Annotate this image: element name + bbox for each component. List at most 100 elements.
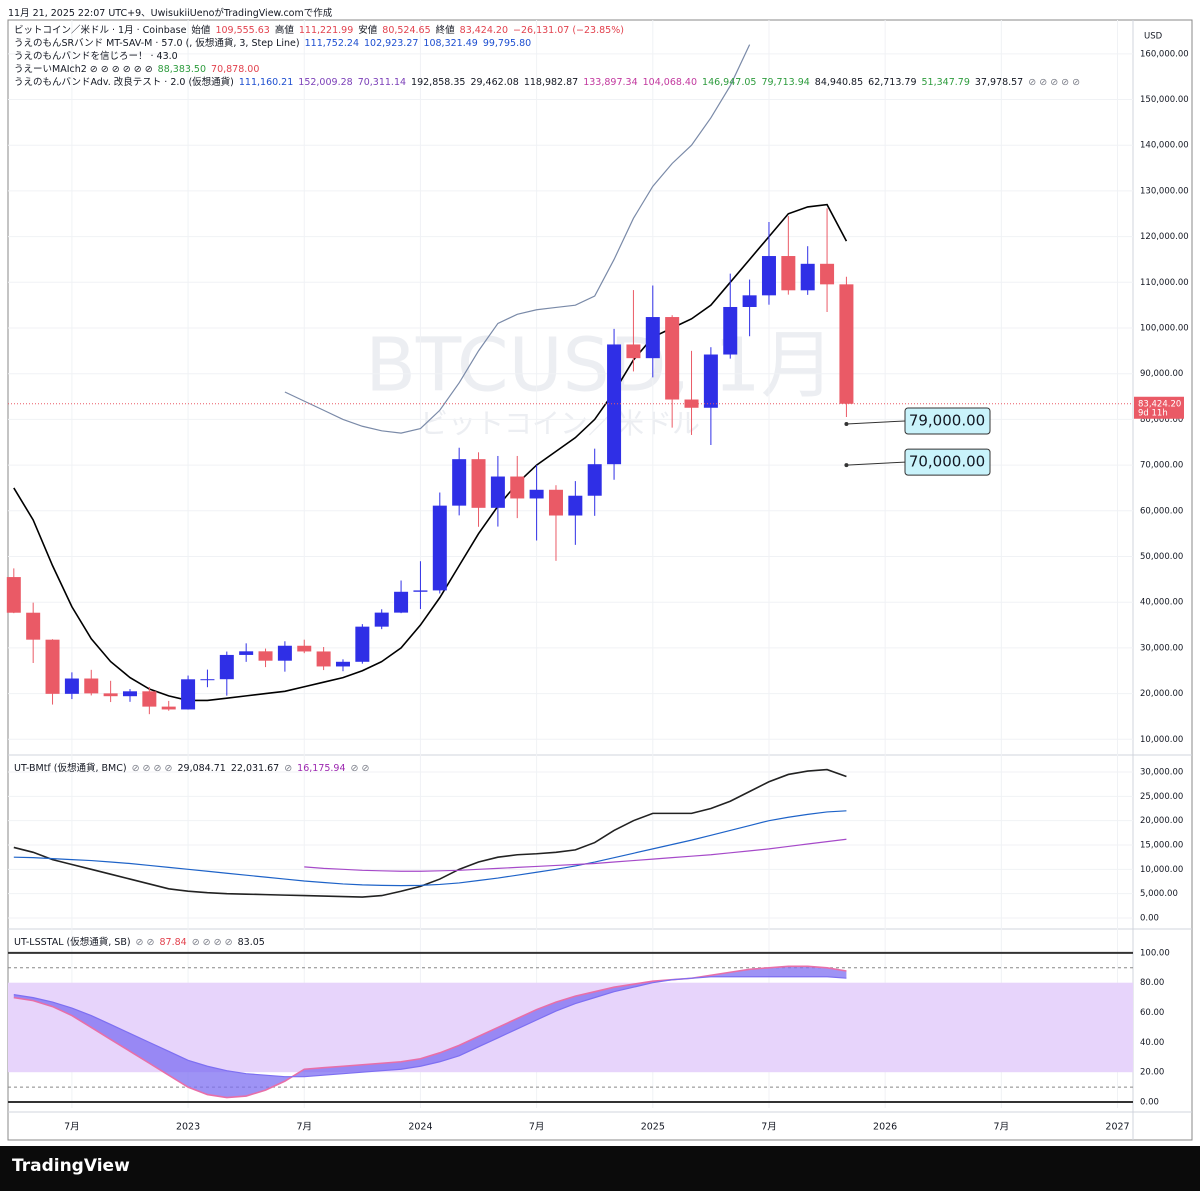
legend-item: 109,555.63 xyxy=(215,25,270,36)
legend-item: ⊘ ⊘ ⊘ ⊘ xyxy=(191,937,233,948)
y-tick-label: 10,000.00 xyxy=(1140,865,1183,875)
series-line xyxy=(13,810,847,887)
y-tick-label: 60.00 xyxy=(1140,1008,1164,1018)
series-line xyxy=(13,768,847,898)
legend-item: 70,311.14 xyxy=(357,77,407,88)
legend-row: うえーいMAIch2 ⊘ ⊘ ⊘ ⊘ ⊘ ⊘ 88,383.50 70,878.00 xyxy=(14,63,1085,76)
legend-item: 111,221.99 xyxy=(298,25,354,36)
y-tick-label: 10,000.00 xyxy=(1140,735,1183,745)
candle-body xyxy=(684,399,699,408)
candle-body xyxy=(394,591,409,613)
y-tick-label: 90,000.00 xyxy=(1140,369,1183,379)
last-price-countdown: 9d 11h xyxy=(1138,408,1168,418)
candle-body xyxy=(181,679,196,710)
legend: UT-BMtf (仮想通貨, BMC) ⊘ ⊘ ⊘ ⊘ 29,084.71 22,03… xyxy=(14,762,374,775)
candle-body xyxy=(490,476,505,508)
legend-item: 83.05 xyxy=(237,937,265,948)
y-tick-label: 20,000.00 xyxy=(1140,816,1183,826)
candle-body xyxy=(142,691,157,707)
y-tick-label: 70,000.00 xyxy=(1140,461,1183,471)
y-tick-label: 80,000.00 xyxy=(1140,415,1183,425)
y-tick-label: 140,000.00 xyxy=(1140,141,1189,151)
legend-item: −26,131.07 (−23.85%) xyxy=(513,25,624,36)
legend-item: 102,923.27 xyxy=(364,38,419,49)
legend-item: 79,713.94 xyxy=(761,77,810,88)
legend-item: 70,878.00 xyxy=(211,64,260,75)
annotation-label: 70,000.00 xyxy=(909,453,985,471)
candle-body xyxy=(219,654,234,680)
legend-item: うえのもんバンドAdv. 改良テスト · 2.0 (仮想通貨) xyxy=(14,77,234,88)
candle-body xyxy=(510,476,525,499)
legend-item: 37,978.57 xyxy=(974,77,1024,88)
y-tick-label: 5,000.00 xyxy=(1140,889,1178,899)
legend-item: 29,462.08 xyxy=(470,77,519,88)
legend-item: うえのもんバンドを信じろー！ · 43.0 xyxy=(14,51,178,62)
legend-item: ⊘ ⊘ xyxy=(350,763,370,774)
y-tick-label: 80.00 xyxy=(1140,978,1164,988)
y-tick-label: 110,000.00 xyxy=(1140,278,1189,288)
y-tick-label: 30,000.00 xyxy=(1140,768,1183,778)
last-price-tag xyxy=(1134,396,1184,419)
y-tick-label: 0.00 xyxy=(1140,1098,1159,1108)
legend-row: うえのもんバンドを信じろー！ · 43.0 xyxy=(14,50,1085,63)
x-tick-label: 7月 xyxy=(64,1122,80,1133)
candle-body xyxy=(471,459,486,508)
candle-body xyxy=(64,678,79,694)
legend-item: 111,160.21 xyxy=(238,77,294,88)
candle-body xyxy=(800,263,815,291)
y-tick-label: 40,000.00 xyxy=(1140,598,1183,608)
x-tick-label: 2026 xyxy=(873,1122,897,1133)
x-tick-label: 2023 xyxy=(176,1122,200,1133)
legend-item: ⊘ ⊘ ⊘ ⊘ ⊘ xyxy=(1028,77,1081,88)
legend-item: 51,347.79 xyxy=(921,77,970,88)
series-line xyxy=(304,838,847,872)
x-tick-label: 2025 xyxy=(641,1122,665,1133)
watermark-sub: ビットコイン／米ドル xyxy=(420,407,700,440)
legend-item: 始値 xyxy=(191,25,211,36)
legend-item: 108,321.49 xyxy=(423,38,478,49)
annotation-label: 79,000.00 xyxy=(909,411,985,429)
candle-body xyxy=(258,651,273,661)
footer: TradingView xyxy=(0,1146,1200,1191)
y-tick-label: 150,000.00 xyxy=(1140,95,1189,105)
candle-body xyxy=(335,661,350,667)
candle-body xyxy=(529,489,544,499)
annotation-point xyxy=(844,463,849,468)
legend-row: うえのもんバンドAdv. 改良テスト · 2.0 (仮想通貨) 111,160.2… xyxy=(14,76,1085,89)
y-tick-label: 100.00 xyxy=(1140,948,1170,958)
legend-item: 83,424.20 xyxy=(459,25,509,36)
y-tick-label: 20.00 xyxy=(1140,1068,1164,1078)
x-tick-label: 7月 xyxy=(296,1122,312,1133)
y-tick-label: 160,000.00 xyxy=(1140,49,1189,59)
x-tick-label: 7月 xyxy=(994,1122,1010,1133)
y-tick-label: 60,000.00 xyxy=(1140,506,1183,516)
legend-item: 22,031.67 xyxy=(230,763,280,774)
annotation-line xyxy=(846,420,906,425)
candle-body xyxy=(355,626,370,662)
candle-body xyxy=(6,577,21,613)
candle-body xyxy=(761,256,776,296)
annotation-box xyxy=(904,448,991,476)
legend-row: UT-LSSTAL (仮想通貨, SB) ⊘ ⊘ 87.84 ⊘ ⊘ ⊘ ⊘ 83.05 xyxy=(14,936,270,949)
y-tick-label: 130,000.00 xyxy=(1140,186,1189,196)
legend-item: 104,068.40 xyxy=(642,77,698,88)
candle-body xyxy=(84,678,99,694)
x-tick-label: 7月 xyxy=(529,1122,545,1133)
legend-item: 111,752.24 xyxy=(304,38,360,49)
y-tick-label: 15,000.00 xyxy=(1140,841,1183,851)
candle-body xyxy=(781,256,796,291)
legend-row: UT-BMtf (仮想通貨, BMC) ⊘ ⊘ ⊘ ⊘ 29,084.71 22,03… xyxy=(14,762,374,775)
candle-body xyxy=(45,639,60,694)
legend-item: うえーいMAIch2 ⊘ ⊘ ⊘ ⊘ ⊘ ⊘ xyxy=(14,64,153,75)
candle-body xyxy=(587,464,602,496)
candle-body xyxy=(161,706,176,710)
legend-item: 62,713.79 xyxy=(868,77,917,88)
legend-item: ⊘ xyxy=(284,763,293,774)
y-tick-label: 0.00 xyxy=(1140,913,1159,923)
candle-body xyxy=(200,679,215,681)
y-tick-label: 20,000.00 xyxy=(1140,689,1183,699)
x-tick-label: 2027 xyxy=(1105,1122,1129,1133)
legend-item: 146,947.05 xyxy=(702,77,757,88)
y-tick-label: 100,000.00 xyxy=(1140,324,1189,334)
